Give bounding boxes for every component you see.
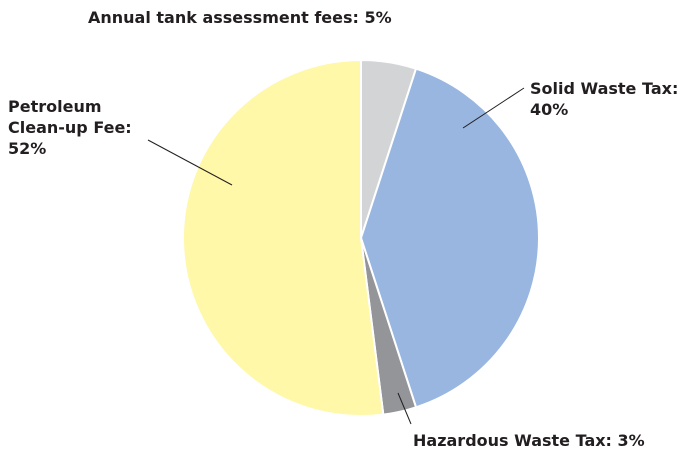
category-label: Petroleum Clean-up Fee:: [8, 97, 132, 137]
leader-line: [147, 139, 233, 186]
value-label: 5%: [364, 8, 392, 27]
value-label: 40%: [530, 100, 569, 119]
slice-label: Petroleum Clean-up Fee: 52%: [8, 96, 148, 159]
category-label: Solid Waste Tax:: [530, 79, 679, 98]
leader-line: [462, 87, 525, 129]
leader-line: [397, 392, 412, 425]
slice-label: Solid Waste Tax: 40%: [530, 78, 678, 120]
slice-label: Hazardous Waste Tax: 3%: [413, 430, 645, 451]
category-label: Hazardous Waste Tax:: [413, 431, 612, 450]
category-label: Annual tank assessment fees:: [88, 8, 359, 27]
pie-slice: [182, 58, 385, 417]
pie-slice: [359, 67, 540, 409]
slice-label: Annual tank assessment fees: 5%: [88, 7, 392, 28]
value-label: 52%: [8, 139, 47, 158]
value-label: 3%: [617, 431, 645, 450]
